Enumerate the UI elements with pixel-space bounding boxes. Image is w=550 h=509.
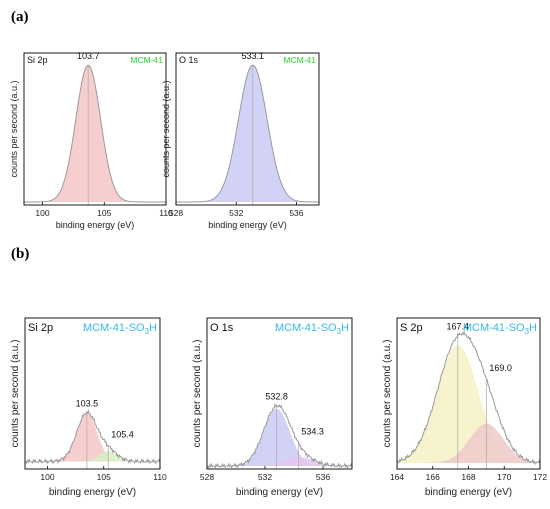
peak-label-b1-1: 105.4 [111, 430, 134, 440]
panel-label-a: (a) [11, 9, 29, 25]
sample-label-b3: MCM-41-SO3H [463, 322, 537, 336]
core-level-label-b2: O 1s [210, 322, 234, 334]
peak-fill-b3-0 [397, 345, 540, 463]
y-axis-label-a2: counts per second (a.u.) [161, 80, 171, 177]
x-tick-label-b1-1: 105 [97, 472, 111, 482]
chart-b2: 532.8 534.3 528 532 536 binding energy (eV) co… [192, 317, 353, 498]
plot-frame-a2 [175, 52, 320, 206]
peak-label-a1-0: 103.7 [77, 51, 100, 61]
peak-fill-a1-0 [24, 65, 166, 202]
peak-label-b3-0: 167.4 [447, 322, 470, 332]
peak-fill-b1-1 [25, 450, 160, 462]
sample-label-b2: MCM-41-SO3H [275, 322, 349, 336]
peak-label-b3-1: 169.0 [489, 363, 512, 373]
x-axis-label-a2: binding energy (eV) [208, 220, 287, 230]
x-tick-label-b3-0: 164 [390, 472, 404, 482]
x-tick-label-a2-2: 536 [289, 208, 303, 218]
envelope-curve-a1 [24, 64, 166, 203]
sample-name-tail: H [149, 322, 157, 334]
y-axis-label-b1: counts per second (a.u.) [10, 340, 21, 448]
y-axis-label-a1: counts per second (a.u.) [9, 80, 19, 177]
x-axis-label-b1: binding energy (eV) [49, 487, 136, 498]
peak-label-b2-1: 534.3 [301, 427, 324, 437]
x-tick-label-a1-2: 110 [159, 208, 173, 218]
plot-frame-b1 [24, 317, 161, 470]
peak-label-b1-0: 103.5 [76, 399, 99, 409]
peak-fill-b2-1 [207, 456, 352, 466]
envelope-curve-a2 [176, 64, 319, 203]
x-tick-label-b2-1: 532 [258, 472, 272, 482]
x-tick-label-b3-2: 168 [461, 472, 475, 482]
peak-fill-a2-0 [176, 65, 319, 202]
sample-label-a1: MCM-41 [130, 55, 163, 65]
sample-subscript: 3 [145, 327, 150, 336]
sample-label-b1: MCM-41-SO3H [83, 322, 157, 336]
x-axis-label-b3: binding energy (eV) [425, 487, 512, 498]
x-tick-label-b1-0: 100 [40, 472, 54, 482]
envelope-curve-b2 [206, 402, 353, 469]
plot-frame-b2 [206, 317, 353, 470]
envelope-curve-b1 [24, 408, 161, 465]
x-tick-label-b1-2: 110 [153, 472, 167, 482]
sample-name-tail: H [341, 322, 349, 334]
x-tick-label-a2-0: 528 [169, 208, 183, 218]
charts-layer: 103.7 100 105 110 binding energy (eV) counts … [9, 51, 547, 498]
sample-name-part: MCM-41-SO [463, 322, 525, 334]
y-axis-label-b3: counts per second (a.u.) [382, 340, 393, 448]
peak-fill-b3-1 [397, 423, 540, 463]
x-tick-label-b3-3: 170 [497, 472, 511, 482]
core-level-label-b1: Si 2p [28, 322, 53, 334]
x-tick-label-a1-0: 100 [35, 208, 49, 218]
x-axis-label-b2: binding energy (eV) [236, 487, 323, 498]
core-level-label-b3: S 2p [400, 322, 423, 334]
x-tick-label-b3-4: 172 [533, 472, 547, 482]
peak-label-b2-0: 532.8 [265, 392, 288, 402]
x-tick-label-b2-2: 536 [316, 472, 330, 482]
peak-fill-b1-0 [25, 413, 160, 462]
sample-subscript: 3 [337, 327, 342, 336]
plot-frame-a1 [23, 52, 167, 206]
sample-label-a2: MCM-41 [283, 55, 316, 65]
sample-name-part: MCM-41-SO [275, 322, 337, 334]
x-tick-label-b3-1: 166 [426, 472, 440, 482]
core-level-label-a2: O 1s [179, 55, 199, 65]
chart-b3: 167.4 169.0 164 166 168 170 172 binding energy … [382, 317, 547, 498]
sample-subscript: 3 [525, 327, 530, 336]
x-tick-label-a1-1: 105 [97, 208, 111, 218]
x-tick-label-b2-0: 528 [200, 472, 214, 482]
envelope-curve-b3 [396, 330, 541, 466]
chart-a1: 103.7 100 105 110 binding energy (eV) counts … [9, 51, 173, 230]
y-axis-label-b2: counts per second (a.u.) [192, 340, 203, 448]
sample-name-part: MCM-41 [130, 55, 163, 65]
core-level-label-a1: Si 2p [27, 55, 48, 65]
peak-label-a2-0: 533.1 [242, 51, 265, 61]
chart-b1: 103.5 105.4 100 105 110 binding energy (eV) co… [10, 317, 167, 498]
x-axis-label-a1: binding energy (eV) [56, 220, 135, 230]
sample-name-part: MCM-41-SO [83, 322, 145, 334]
panel-label-b: (b) [11, 246, 29, 262]
x-tick-label-a2-1: 532 [229, 208, 243, 218]
sample-name-part: MCM-41 [283, 55, 316, 65]
peak-fill-b2-0 [207, 408, 352, 466]
sample-name-tail: H [529, 322, 537, 334]
